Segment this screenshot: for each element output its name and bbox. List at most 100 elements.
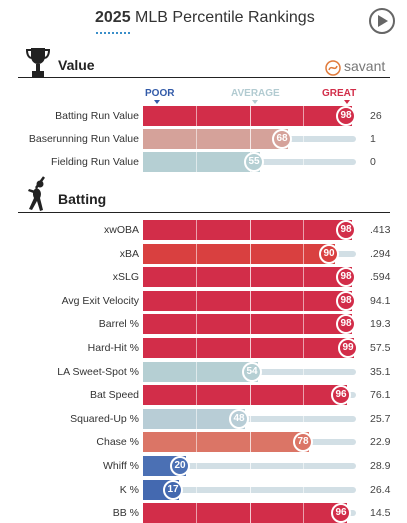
grid-line xyxy=(250,290,251,311)
grid-line xyxy=(196,432,197,453)
grid-line xyxy=(196,456,197,476)
grid-line xyxy=(196,479,197,500)
grid-line xyxy=(303,267,304,288)
metric-value: 28.9 xyxy=(370,460,391,472)
percentile-bubble: 99 xyxy=(338,338,358,358)
percentile-bar xyxy=(143,503,347,523)
grid-line xyxy=(303,106,304,126)
percentile-track xyxy=(143,463,356,469)
percentile-bubble: 48 xyxy=(229,408,249,429)
grid-line xyxy=(196,243,197,264)
grid-line xyxy=(303,408,304,429)
metric-label: Barrel % xyxy=(98,318,139,331)
metric-row[interactable]: LA Sweet-Spot % 54 35.1 xyxy=(0,361,407,382)
header: 2025 MLB Percentile Rankings xyxy=(0,0,407,40)
metric-row[interactable]: Barrel % 98 19.3 xyxy=(0,314,407,335)
grid-line xyxy=(303,152,304,172)
metric-row[interactable]: Bat Speed 96 76.1 xyxy=(0,385,407,406)
grid-line xyxy=(303,290,304,311)
metric-value: 0 xyxy=(370,156,376,168)
metric-label: Baserunning Run Value xyxy=(28,133,139,145)
metric-value: .294 xyxy=(370,247,391,260)
metric-row[interactable]: Whiff % 20 28.9 xyxy=(0,456,407,476)
metric-value: 26 xyxy=(370,110,382,122)
percentile-bubble: 55 xyxy=(244,152,264,172)
percentile-bubble: 54 xyxy=(242,361,262,382)
metric-label: Whiff % xyxy=(103,460,139,472)
grid-line xyxy=(250,408,251,429)
metric-value: 1 xyxy=(370,133,376,145)
grid-line xyxy=(303,220,304,240)
percentile-bubble: 96 xyxy=(331,385,351,406)
grid-line xyxy=(250,220,251,240)
grid-line xyxy=(250,503,251,523)
scale-average-arrow xyxy=(252,100,258,104)
percentile-track xyxy=(143,486,356,493)
metric-row[interactable]: xSLG 98 .594 xyxy=(0,267,407,288)
grid-line xyxy=(196,220,197,240)
percentile-bubble: 78 xyxy=(293,432,313,453)
metric-row[interactable]: Fielding Run Value 55 0 xyxy=(0,152,407,172)
percentile-bubble: 20 xyxy=(170,456,190,476)
grid-line xyxy=(196,106,197,126)
percentile-bubble: 98 xyxy=(336,220,356,240)
grid-line xyxy=(303,361,304,382)
metric-row[interactable]: Avg Exit Velocity 98 94.1 xyxy=(0,290,407,311)
grid-line xyxy=(196,267,197,288)
percentile-bar xyxy=(143,290,352,311)
value-section-header: Value savant xyxy=(0,44,407,80)
grid-line xyxy=(303,129,304,149)
metric-value: 19.3 xyxy=(370,318,391,331)
grid-line xyxy=(196,129,197,149)
batting-section-header: Batting xyxy=(0,176,407,213)
metric-row[interactable]: xBA 90 .294 xyxy=(0,243,407,264)
grid-line xyxy=(303,338,304,358)
section-title-batting: Batting xyxy=(58,191,107,207)
grid-line xyxy=(250,129,251,149)
grid-line xyxy=(250,479,251,500)
play-icon xyxy=(378,15,388,27)
metric-row[interactable]: Batting Run Value 98 26 xyxy=(0,106,407,126)
grid-line xyxy=(303,314,304,335)
grid-line xyxy=(250,314,251,335)
metric-row[interactable]: Hard-Hit % 99 57.5 xyxy=(0,338,407,358)
percentile-bar xyxy=(143,267,352,288)
grid-line xyxy=(196,503,197,523)
percentile-bar xyxy=(143,106,352,126)
grid-line xyxy=(250,267,251,288)
percentile-bar xyxy=(143,338,354,358)
metric-label: Fielding Run Value xyxy=(51,156,139,168)
grid-line xyxy=(196,408,197,429)
metric-row[interactable]: BB % 96 14.5 xyxy=(0,503,407,523)
grid-line xyxy=(303,456,304,476)
section-divider xyxy=(18,212,390,213)
metric-label: BB % xyxy=(112,507,139,520)
metric-label: Chase % xyxy=(96,436,139,449)
scale-average: AVERAGE xyxy=(231,88,280,99)
metric-row[interactable]: Chase % 78 22.9 xyxy=(0,432,407,453)
grid-line xyxy=(250,338,251,358)
percentile-bubble: 98 xyxy=(336,106,356,126)
metric-label: Bat Speed xyxy=(89,389,139,402)
grid-line xyxy=(250,385,251,406)
grid-line xyxy=(303,243,304,264)
batter-icon xyxy=(28,176,46,211)
grid-line xyxy=(250,432,251,453)
percentile-bubble: 96 xyxy=(331,503,351,523)
percentile-bar xyxy=(143,129,288,149)
metric-row[interactable]: K % 17 26.4 xyxy=(0,479,407,500)
metric-row[interactable]: Squared-Up % 48 25.7 xyxy=(0,408,407,429)
scale-poor-arrow xyxy=(154,100,160,104)
metric-row[interactable]: xwOBA 98 .413 xyxy=(0,220,407,240)
percentile-bar xyxy=(143,408,245,429)
grid-line xyxy=(250,456,251,476)
metric-label: LA Sweet-Spot % xyxy=(57,365,139,378)
savant-brand[interactable]: savant xyxy=(344,58,386,74)
percentile-bubble: 98 xyxy=(336,290,356,311)
play-button[interactable] xyxy=(369,8,395,34)
scale-poor: POOR xyxy=(145,88,175,99)
metric-value: .413 xyxy=(370,224,391,236)
metric-label: xBA xyxy=(119,247,139,260)
scale-great-arrow xyxy=(344,100,350,104)
metric-row[interactable]: Baserunning Run Value 68 1 xyxy=(0,129,407,149)
